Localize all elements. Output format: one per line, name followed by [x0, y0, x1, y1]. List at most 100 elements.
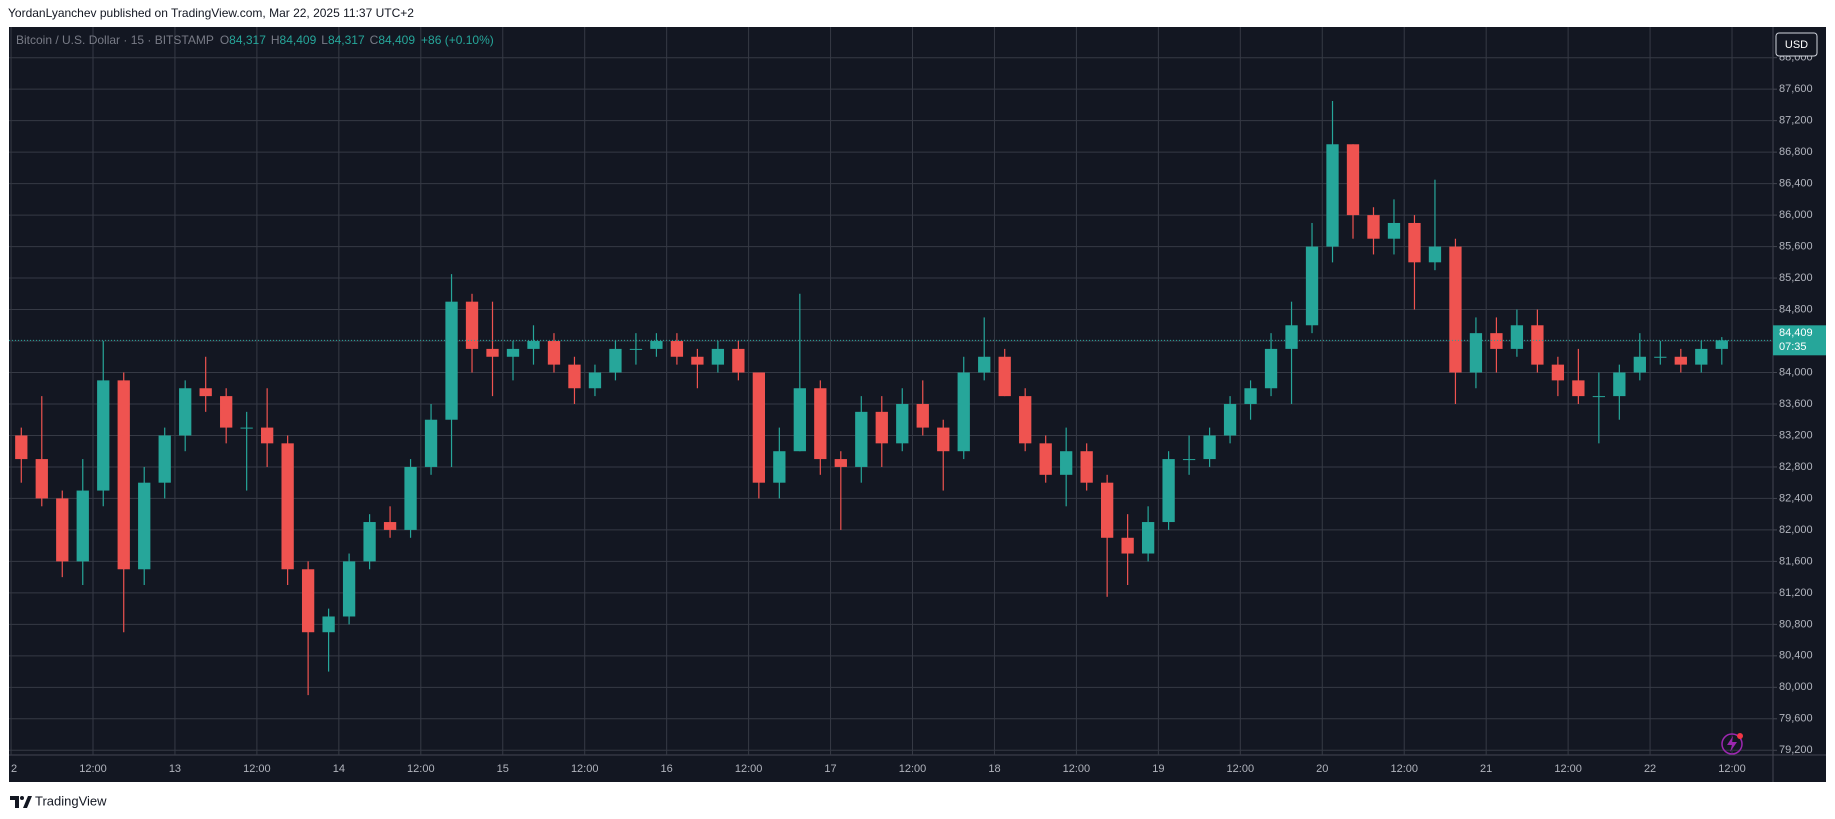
candle-body — [383, 522, 397, 530]
x-tick-label: 18 — [988, 763, 1000, 775]
candle-body — [424, 419, 438, 467]
candle-body — [547, 341, 561, 365]
candle-body — [1367, 215, 1380, 239]
x-tick-label: 12:00 — [407, 763, 435, 775]
candle-body — [732, 348, 745, 373]
x-tick-label: 12:00 — [899, 763, 927, 775]
x-tick-label: 13 — [169, 763, 181, 775]
candle-body — [1121, 537, 1134, 554]
legend-value: 84,317 — [328, 33, 365, 47]
legend-key: C — [370, 33, 379, 47]
candle-body — [1285, 325, 1298, 349]
candle-body — [1039, 443, 1052, 475]
candle-body — [650, 341, 663, 349]
legend-value: 84,409 — [280, 33, 317, 47]
candle-body — [1019, 396, 1032, 444]
candle-body — [445, 301, 458, 420]
lightning-bolt[interactable] — [1727, 736, 1737, 752]
x-tick-label: 12:00 — [1554, 763, 1582, 775]
candle-body — [937, 427, 950, 452]
y-tick-label: 80,400 — [1779, 650, 1813, 662]
candle-body — [1141, 522, 1155, 554]
candle-body — [15, 435, 28, 460]
candle-body — [56, 498, 69, 562]
legend-key: L — [321, 33, 328, 47]
candle-body — [855, 411, 868, 467]
publish-header: YordanLyanchev published on TradingView.… — [8, 6, 414, 20]
candle-body — [1510, 325, 1524, 349]
candle-body — [1080, 451, 1093, 483]
candle-body — [117, 380, 130, 570]
candle-body — [1305, 246, 1319, 326]
candle-body — [1060, 451, 1073, 475]
candle-body — [342, 561, 356, 617]
y-tick-label: 81,600 — [1779, 555, 1813, 567]
candle-body — [1387, 222, 1401, 239]
candle-body — [588, 372, 602, 389]
candle-body — [1162, 459, 1175, 523]
y-tick-label: 86,400 — [1779, 178, 1813, 190]
candle-body — [404, 466, 417, 530]
candle-body — [1674, 356, 1687, 365]
logo-dot — [20, 796, 24, 800]
x-tick-label: 19 — [1152, 763, 1164, 775]
y-tick-label: 87,200 — [1779, 115, 1813, 127]
candle-body — [1264, 348, 1278, 389]
lightning-icon[interactable] — [1721, 733, 1743, 755]
candle-body — [1182, 459, 1196, 461]
x-tick-label: 2 — [11, 763, 17, 775]
lightning-ring[interactable] — [1721, 733, 1743, 755]
candle-body — [240, 427, 253, 429]
candle-body — [1469, 333, 1483, 373]
y-tick-label: 83,600 — [1779, 398, 1813, 410]
candle-body — [199, 388, 212, 397]
candle-body — [1572, 380, 1585, 397]
candle-body — [158, 435, 171, 483]
legend-change: +86 (+0.10%) — [421, 33, 494, 47]
pane — [9, 27, 1773, 755]
candle-body — [179, 388, 192, 436]
candle-body — [1633, 356, 1646, 373]
y-tick-label: 81,200 — [1779, 587, 1813, 599]
candle-body — [1203, 435, 1216, 460]
candle-body — [998, 356, 1011, 397]
legend-value: 84,409 — [378, 33, 415, 47]
legend: Bitcoin / U.S. Dollar · 15 · BITSTAMP O84… — [16, 33, 494, 47]
candle-body — [629, 348, 643, 350]
countdown-label: 07:35 — [1779, 341, 1807, 353]
currency-button[interactable] — [1775, 32, 1818, 57]
candle-body — [1244, 388, 1257, 404]
x-tick-label: 12:00 — [1063, 763, 1091, 775]
candle-body — [1654, 356, 1667, 358]
currency-label[interactable]: USD — [1785, 39, 1808, 51]
y-tick-label: 82,000 — [1779, 524, 1813, 536]
candle-body — [35, 459, 48, 499]
candle-body — [486, 348, 499, 357]
candle-body — [220, 396, 233, 428]
legend-value: 84,317 — [229, 33, 266, 47]
brand-name: TradingView — [35, 793, 107, 808]
candle-body — [957, 372, 970, 452]
x-tick-label: 12:00 — [571, 763, 599, 775]
x-tick-label: 12:00 — [243, 763, 271, 775]
lightning-dot[interactable] — [1737, 733, 1743, 739]
y-tick-label: 83,200 — [1779, 429, 1813, 441]
candle-body — [1695, 348, 1708, 365]
y-tick-label: 82,400 — [1779, 492, 1813, 504]
candle-body — [1326, 144, 1339, 247]
candle-body — [1551, 364, 1565, 381]
y-tick-label: 85,600 — [1779, 240, 1813, 252]
candle-body — [506, 348, 520, 357]
y-tick-label: 87,600 — [1779, 83, 1813, 95]
y-tick-label: 85,200 — [1779, 272, 1813, 284]
candle-body — [568, 364, 581, 389]
brand-logo — [10, 796, 32, 808]
candle-body — [670, 341, 684, 357]
candle-body — [1592, 396, 1605, 398]
last-price-tag — [1773, 325, 1826, 356]
y-tick-label: 86,800 — [1779, 146, 1813, 158]
y-tick-label: 84,800 — [1779, 303, 1813, 315]
x-tick-label: 12:00 — [1227, 763, 1255, 775]
candle-body — [1428, 246, 1442, 263]
